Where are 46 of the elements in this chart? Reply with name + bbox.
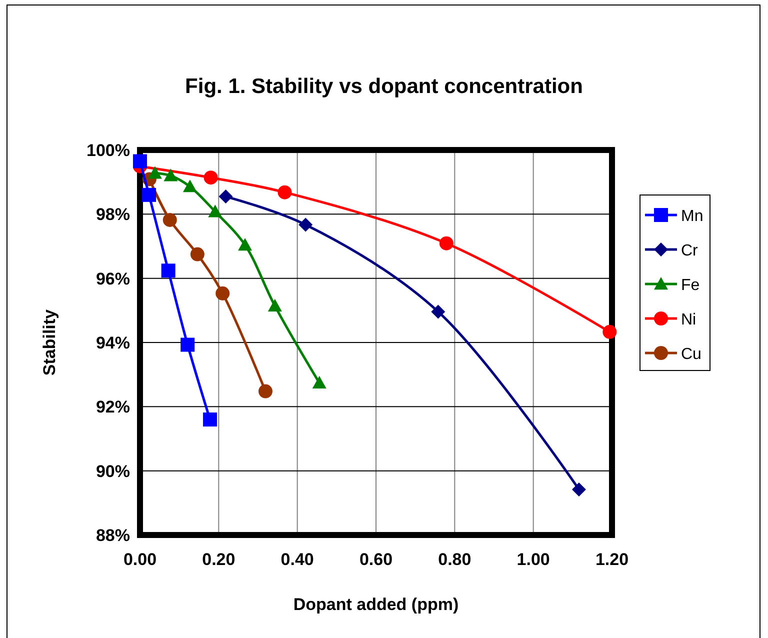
x-tick-label: 1.00	[516, 550, 550, 569]
point	[190, 247, 204, 262]
x-tick-label: 0.00	[123, 550, 157, 569]
point	[268, 298, 282, 312]
point	[602, 324, 617, 339]
y-tick-label: 98%	[96, 205, 130, 224]
legend-label: Fe	[681, 277, 700, 294]
y-tick-label: 88%	[96, 526, 130, 545]
point	[142, 188, 156, 202]
y-tick-label: 90%	[96, 462, 130, 481]
legend-label: Cr	[681, 242, 699, 260]
point	[298, 218, 313, 232]
point	[572, 482, 586, 496]
point	[431, 304, 446, 319]
point	[203, 412, 218, 426]
point	[278, 185, 292, 200]
point	[312, 376, 326, 389]
point	[148, 166, 162, 179]
point	[439, 236, 454, 250]
point	[161, 264, 176, 278]
x-tick-label: 0.40	[280, 550, 314, 569]
chart-title: Fig. 1. Stability vs dopant concentration	[185, 75, 583, 98]
point	[180, 338, 195, 352]
point	[133, 154, 147, 168]
point	[258, 384, 272, 398]
point	[164, 168, 178, 182]
y-tick-label: 96%	[96, 269, 130, 288]
point	[204, 170, 218, 185]
y-tick-label: 94%	[96, 334, 130, 352]
x-tick-label: 0.60	[359, 550, 393, 569]
x-tick-label: 0.80	[438, 550, 472, 569]
y-tick-label: 100%	[86, 141, 130, 160]
y-tick-label: 92%	[96, 398, 130, 417]
legend-label: Mn	[681, 208, 704, 225]
point	[208, 204, 222, 218]
legend-label: Ni	[681, 312, 696, 328]
x-tick-label: 0.20	[202, 550, 236, 569]
legend-label: Cu	[681, 346, 702, 363]
point	[216, 286, 230, 300]
y-axis-title: Stability	[40, 308, 59, 376]
point	[218, 190, 233, 204]
point	[238, 238, 252, 251]
point	[182, 180, 197, 192]
x-tick-label: 1.20	[595, 550, 629, 569]
point	[162, 212, 177, 227]
x-axis-title: Dopant added (ppm)	[293, 595, 459, 614]
